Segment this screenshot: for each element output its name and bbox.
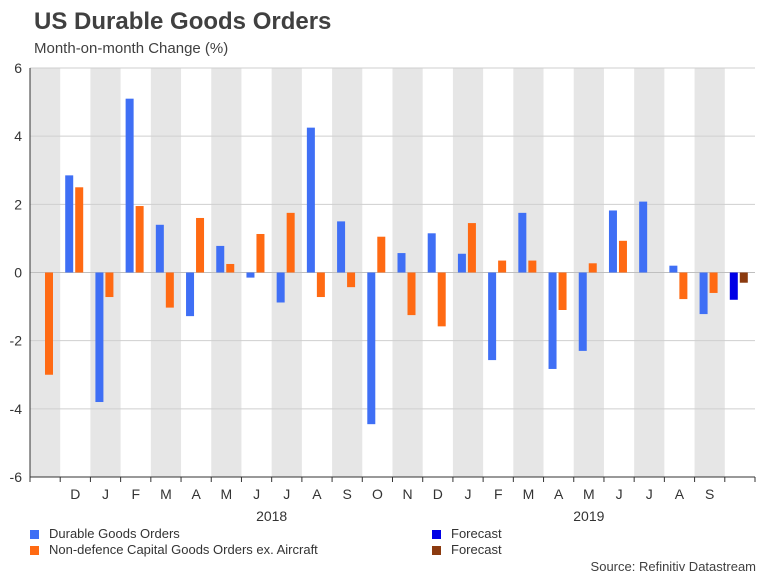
bar-durable-goods	[216, 245, 225, 273]
bar-durable-goods	[699, 272, 708, 315]
y-tick-label: 6	[14, 60, 22, 76]
bar-durable-goods	[548, 272, 557, 369]
legend-label-forecast-capital: Forecast	[451, 542, 502, 557]
bar-durable-goods	[367, 272, 376, 425]
x-tick-label: N	[403, 486, 413, 502]
bar-durable-goods	[518, 212, 527, 273]
year-label: 2019	[573, 508, 604, 524]
x-tick-label: J	[283, 486, 290, 502]
source-note: Source: Refinitiv Datastream	[590, 559, 756, 574]
legend-label-forecast-durable: Forecast	[451, 526, 502, 541]
legend-forecast-durable: Forecast	[432, 526, 502, 541]
bar-durable-goods	[457, 253, 466, 273]
x-tick-label: J	[616, 486, 623, 502]
bar-durable-goods	[95, 272, 104, 403]
bar-capital-goods	[407, 272, 416, 316]
bar-durable-goods	[337, 221, 346, 273]
bar-capital-goods	[528, 260, 537, 273]
bar-capital-goods	[45, 272, 53, 375]
bar-capital-goods	[165, 272, 174, 308]
bar-capital-goods	[618, 240, 627, 273]
y-tick-label: 2	[14, 196, 22, 212]
x-tick-label: J	[102, 486, 109, 502]
x-tick-label: M	[523, 486, 535, 502]
bar-capital-goods	[588, 263, 597, 273]
y-tick-label: -4	[10, 401, 23, 417]
x-tick-label: S	[343, 486, 352, 502]
legend-swatch-forecast-capital	[432, 546, 441, 555]
chart-subtitle: Month-on-month Change (%)	[34, 40, 229, 57]
bar-durable-goods	[669, 265, 678, 273]
bar-capital-goods	[105, 272, 114, 298]
year-label: 2018	[256, 508, 287, 524]
bar-durable-goods	[306, 127, 315, 273]
y-tick-label: 0	[14, 265, 22, 281]
x-tick-label: D	[70, 486, 80, 502]
x-tick-label: M	[583, 486, 595, 502]
bar-capital-goods	[226, 263, 235, 273]
x-tick-label: J	[253, 486, 260, 502]
bar-durable-goods	[125, 98, 134, 273]
bar-capital-goods	[558, 272, 567, 310]
x-tick-label: J	[646, 486, 653, 502]
x-tick-label: F	[131, 486, 140, 502]
x-tick-label: S	[705, 486, 714, 502]
legend-swatch-capital-goods	[30, 546, 39, 555]
bar-capital-goods	[467, 223, 476, 273]
x-tick-label: J	[465, 486, 472, 502]
bar-capital-goods	[498, 260, 507, 273]
bar-durable-goods	[488, 272, 497, 361]
bar-capital-goods	[75, 187, 84, 273]
x-tick-label: D	[433, 486, 443, 502]
chart-title: US Durable Goods Orders	[34, 8, 332, 35]
legend-label-capital-goods: Non-defence Capital Goods Orders ex. Air…	[49, 542, 318, 557]
bar-durable-goods	[65, 175, 74, 273]
bar-capital-goods	[437, 272, 446, 327]
x-tick-label: M	[160, 486, 172, 502]
x-tick-label: O	[372, 486, 383, 502]
x-tick-label: F	[494, 486, 503, 502]
bar-durable-goods	[578, 272, 587, 351]
y-tick-label: -6	[10, 469, 23, 485]
bar-capital-goods	[316, 272, 325, 298]
legend-durable-goods: Durable Goods Orders	[30, 526, 180, 541]
legend-swatch-forecast-durable	[432, 530, 441, 539]
bar-durable-goods	[608, 210, 617, 273]
bar-capital-goods	[377, 236, 386, 273]
bar-durable-goods	[397, 253, 406, 273]
bar-durable-goods	[246, 272, 255, 278]
y-tick-label: 4	[14, 128, 22, 144]
bar-durable-goods	[639, 201, 648, 273]
bar-forecast-durable	[729, 272, 738, 300]
bar-durable-goods	[427, 233, 436, 273]
bar-capital-goods	[347, 272, 356, 288]
bar-durable-goods	[186, 272, 195, 317]
bar-capital-goods	[196, 217, 205, 273]
bar-capital-goods	[286, 212, 295, 273]
x-tick-label: A	[191, 486, 201, 502]
x-tick-label: A	[554, 486, 564, 502]
x-tick-label: A	[312, 486, 322, 502]
bar-capital-goods	[256, 233, 265, 273]
x-tick-label: M	[221, 486, 233, 502]
bar-capital-goods	[709, 272, 718, 293]
legend-swatch-durable-goods	[30, 530, 39, 539]
legend-forecast-capital: Forecast	[432, 542, 502, 557]
x-tick-label: A	[675, 486, 685, 502]
bar-durable-goods	[276, 272, 285, 303]
bar-capital-goods	[135, 206, 144, 273]
legend-capital-goods: Non-defence Capital Goods Orders ex. Air…	[30, 542, 318, 557]
bar-capital-goods	[679, 272, 688, 300]
legend-label-durable-goods: Durable Goods Orders	[49, 526, 180, 541]
y-tick-label: -2	[10, 333, 23, 349]
bar-durable-goods	[155, 224, 164, 273]
bar-forecast-capital	[739, 272, 748, 283]
